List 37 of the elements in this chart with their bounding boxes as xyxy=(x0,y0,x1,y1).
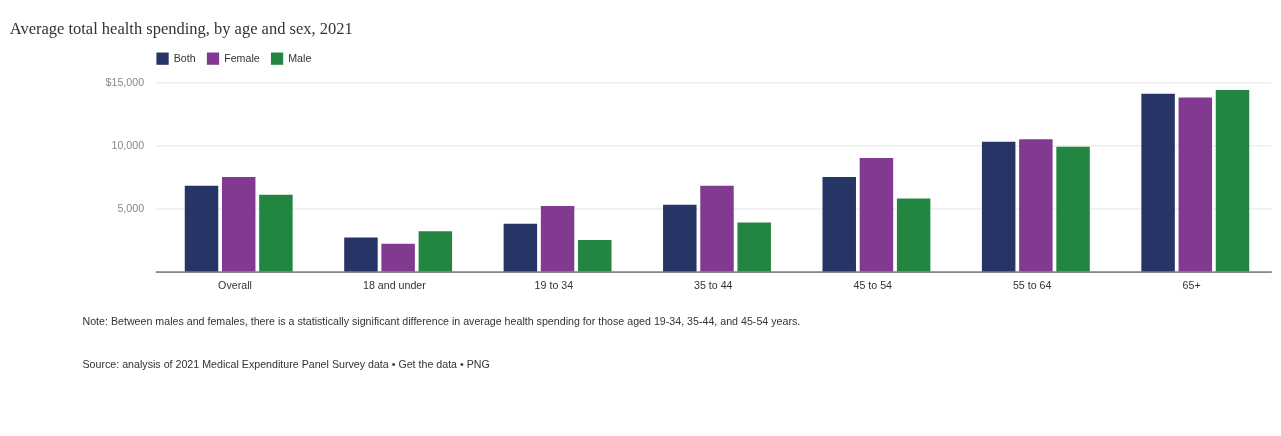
bar xyxy=(663,204,697,272)
x-tick-label: 65+ xyxy=(1182,278,1201,291)
y-tick-label: 5,000 xyxy=(117,201,145,214)
bar xyxy=(381,243,415,272)
bar xyxy=(540,205,575,272)
bar xyxy=(896,198,931,272)
legend-label: Male xyxy=(288,51,312,64)
bar xyxy=(344,237,378,272)
y-tick-label: $15,000 xyxy=(105,75,145,88)
bar xyxy=(1019,139,1053,272)
bar xyxy=(221,176,256,272)
bar xyxy=(418,231,453,272)
x-tick-label: 35 to 44 xyxy=(694,278,733,291)
x-tick-label: 18 and under xyxy=(363,278,427,291)
bar xyxy=(1178,97,1213,272)
bar xyxy=(184,185,219,272)
bar xyxy=(981,141,1016,272)
bar xyxy=(578,240,612,272)
chart-title: Average total health spending, by age and sex, 2021 xyxy=(9,18,353,38)
bar xyxy=(859,158,894,272)
x-tick-label: 55 to 64 xyxy=(1012,278,1052,291)
bar xyxy=(822,176,856,272)
bar xyxy=(1056,146,1090,272)
bar xyxy=(259,194,293,272)
x-tick-label: Overall xyxy=(218,278,252,291)
legend-label: Both xyxy=(173,51,196,64)
legend-label: Female xyxy=(224,51,260,64)
x-tick-label: 45 to 54 xyxy=(853,278,893,291)
y-tick-label: 10,000 xyxy=(111,138,145,151)
bar xyxy=(700,185,734,272)
bar xyxy=(737,222,771,272)
bar xyxy=(503,223,538,272)
bar xyxy=(1141,93,1175,272)
bar xyxy=(1215,89,1250,272)
source-note: Source: analysis of 2021 Medical Expenditure Panel Survey data • Get the data • PNG xyxy=(82,357,490,370)
x-tick-label: 19 to 34 xyxy=(534,278,574,291)
text: Note: Between males and females, there is a statistically significant difference in average health spending for those aged 19-34, 35-44, and 45-54 years. xyxy=(82,314,801,327)
